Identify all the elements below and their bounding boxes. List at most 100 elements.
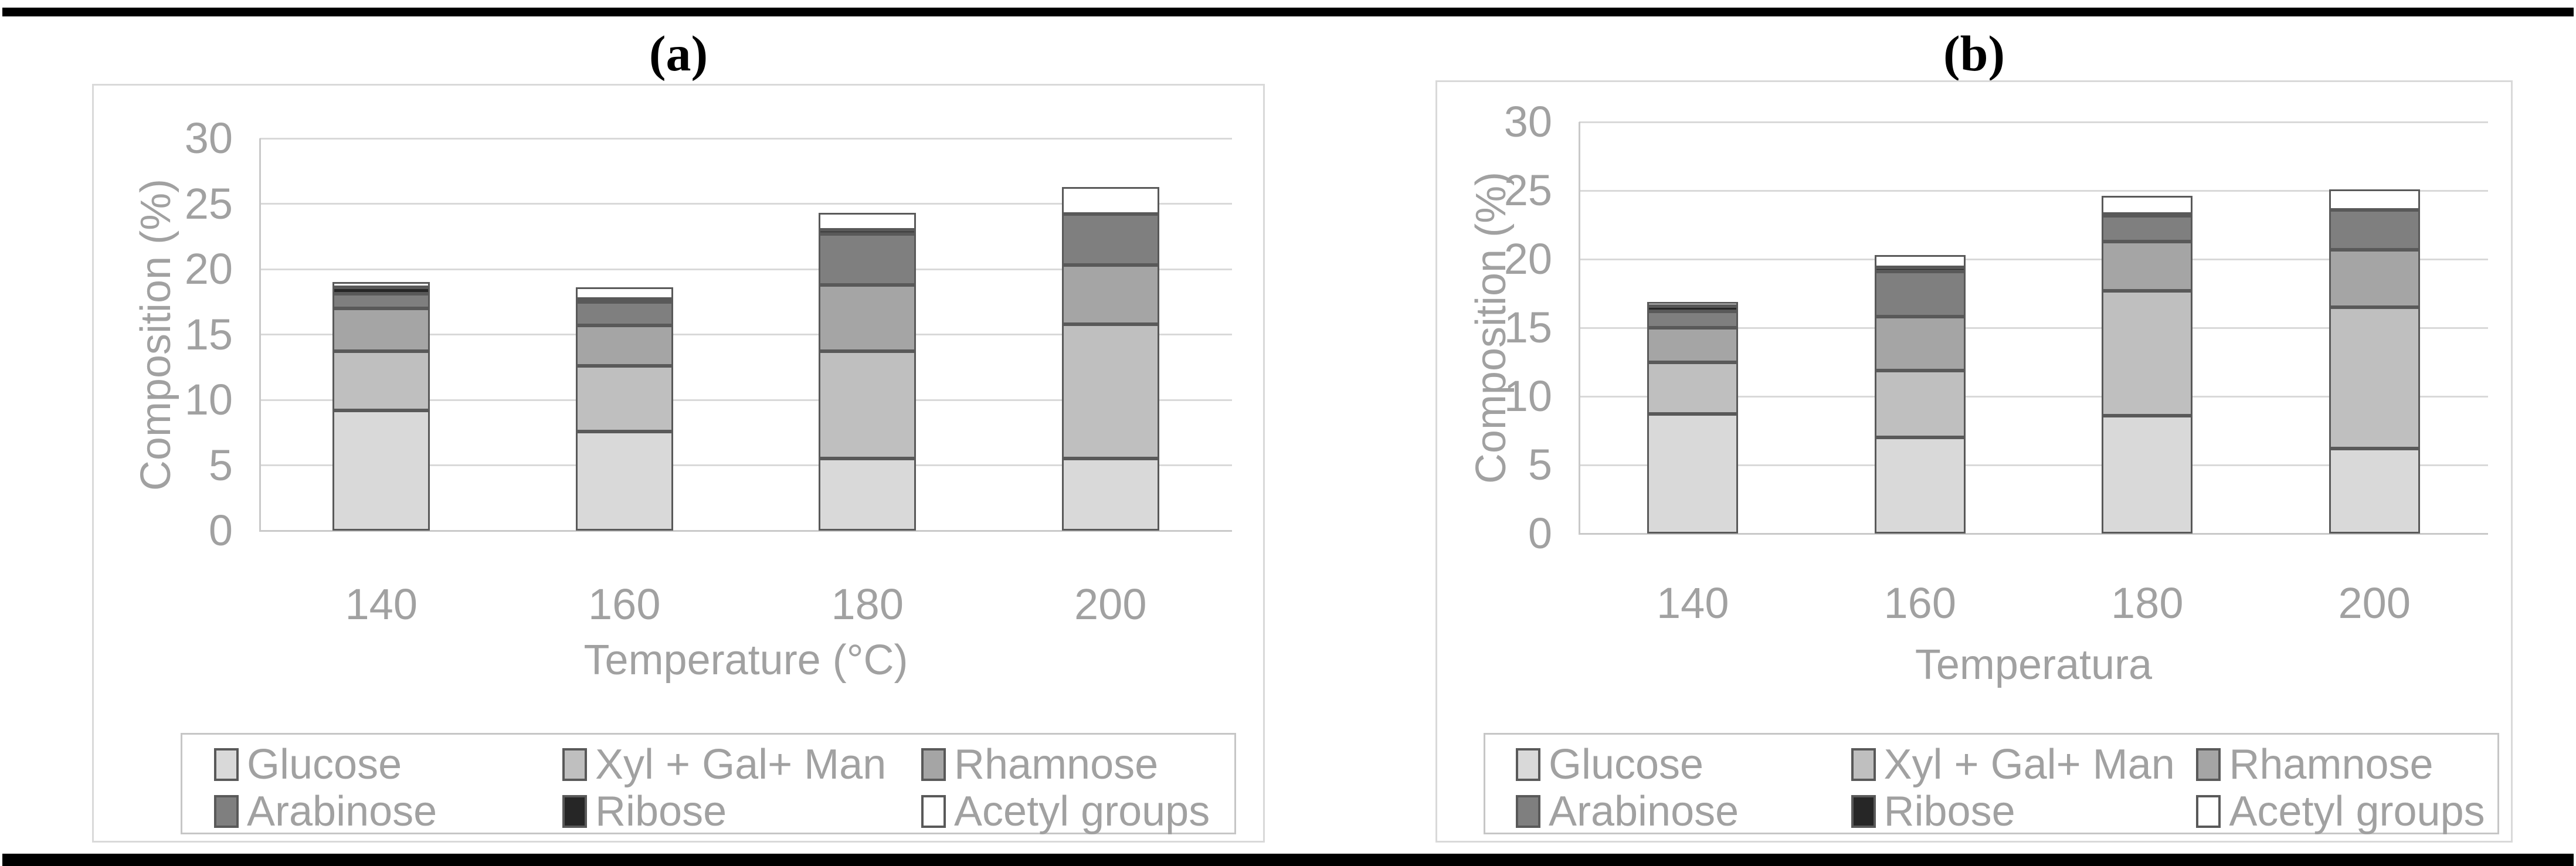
bar-segment-140-acetyl-groups: [332, 282, 430, 288]
legend-swatch-icon: [2196, 748, 2221, 781]
bar-segment-180-acetyl-groups: [819, 213, 917, 230]
legend-label: Rhamnose: [954, 741, 1159, 788]
y-tick-label-0: 0: [1528, 509, 1552, 558]
gridline-y5: [260, 464, 1232, 466]
bar-segment-180-arabinose: [2102, 215, 2193, 242]
bar-segment-140-rhamnose: [332, 308, 430, 352]
bar-segment-160-xyl-gal-man: [1874, 370, 1966, 438]
bar-segment-160-rhamnose: [1874, 317, 1966, 371]
y-tick-label-15: 15: [184, 310, 233, 359]
bar-segment-160-acetyl-groups: [1874, 254, 1966, 268]
bar-segment-180-glucose: [2102, 415, 2193, 534]
x-axis-line: [260, 529, 1232, 532]
gridline-y10: [260, 399, 1232, 401]
bar-segment-140-arabinose: [332, 294, 430, 308]
x-axis-line: [1579, 532, 2488, 535]
gridline-y20: [1579, 258, 2488, 260]
y-tick-label-30: 30: [1503, 97, 1552, 146]
bar-segment-140-arabinose: [1647, 311, 1739, 328]
x-tick-label-160: 160: [1883, 579, 1956, 627]
legend-item-acetyl-groups: Acetyl groups: [921, 788, 1210, 835]
bar-segment-140-acetyl-groups: [1647, 301, 1739, 306]
legend-label: Xyl + Gal+ Man: [1883, 741, 2175, 788]
bar-segment-160-acetyl-groups: [575, 287, 673, 300]
legend: Glucose Xyl + Gal+ Man Rhamnose Arabinose Ri…: [1484, 733, 2499, 834]
legend-swatch-icon: [214, 795, 239, 828]
legend-label: Rhamnose: [2229, 741, 2434, 788]
legend-swatch-icon: [214, 748, 239, 781]
legend-label: Xyl + Gal+ Man: [595, 741, 887, 788]
bar-segment-200-rhamnose: [1061, 265, 1159, 324]
top-rule: [2, 8, 2574, 16]
bar-segment-200-xyl-gal-man: [2329, 307, 2420, 449]
y-tick-label-15: 15: [1503, 303, 1552, 352]
legend-label: Glucose: [1548, 741, 1704, 788]
x-tick-label-140: 140: [1657, 579, 1729, 627]
legend-item-xyl-gal-man: Xyl + Gal+ Man: [562, 741, 887, 788]
legend-item-ribose: Ribose: [1851, 788, 2015, 835]
y-tick-label-30: 30: [184, 114, 233, 162]
bar-segment-180-ribose: [819, 230, 917, 234]
gridline-y25: [1579, 189, 2488, 192]
y-tick-label-20: 20: [184, 244, 233, 293]
legend-label: Ribose: [1883, 788, 2015, 835]
legend-swatch-icon: [921, 748, 946, 781]
bar-segment-200-arabinose: [1061, 214, 1159, 266]
legend-swatch-icon: [2196, 795, 2221, 828]
panel-a-title: (a): [649, 25, 708, 81]
y-tick-label-10: 10: [184, 375, 233, 424]
panel-b-title: (b): [1943, 25, 2005, 81]
legend-item-rhamnose: Rhamnose: [921, 741, 1159, 788]
legend-item-acetyl-groups: Acetyl groups: [2196, 788, 2485, 835]
bar-segment-140-xyl-gal-man: [332, 351, 430, 410]
y-tick-label-5: 5: [1528, 440, 1552, 489]
bar-segment-180-acetyl-groups: [2102, 196, 2193, 214]
bar-segment-200-acetyl-groups: [2329, 189, 2420, 210]
legend-item-glucose: Glucose: [1515, 741, 1704, 788]
legend-item-rhamnose: Rhamnose: [2196, 741, 2434, 788]
x-tick-label-180: 180: [831, 580, 904, 629]
gridline-y30: [260, 137, 1232, 140]
legend-label: Acetyl groups: [954, 788, 1210, 835]
bar-segment-160-glucose: [1874, 437, 1966, 534]
x-tick-label-140: 140: [345, 580, 418, 629]
bar-segment-140-xyl-gal-man: [1647, 362, 1739, 415]
legend-item-arabinose: Arabinose: [214, 790, 437, 833]
bar-segment-160-ribose: [1874, 267, 1966, 272]
chart-a-panel: 0 5 10 15 20 25 30 140 160 180 200 Temperature (°C)…: [92, 84, 1265, 843]
y-axis-line: [259, 138, 261, 532]
bar-segment-180-arabinose: [819, 233, 917, 285]
bar-segment-140-rhamnose: [1647, 328, 1739, 362]
bar-segment-200-arabinose: [2329, 209, 2420, 250]
bar-segment-140-ribose: [332, 287, 430, 294]
bar-segment-180-xyl-gal-man: [2102, 290, 2193, 416]
bar-segment-160-xyl-gal-man: [575, 366, 673, 432]
legend-label: Acetyl groups: [2229, 788, 2485, 835]
bar-segment-200-rhamnose: [2329, 249, 2420, 307]
bar-segment-200-xyl-gal-man: [1061, 324, 1159, 459]
legend: Glucose Xyl + Gal+ Man Rhamnose Arabinose Ri…: [181, 733, 1236, 834]
gridline-y15: [260, 334, 1232, 335]
bar-segment-140-glucose: [1647, 414, 1739, 534]
y-tick-label-20: 20: [1503, 235, 1552, 283]
gridline-y25: [260, 203, 1232, 205]
gridline-y20: [260, 268, 1232, 270]
legend-item-glucose: Glucose: [214, 743, 402, 786]
y-tick-label-5: 5: [208, 440, 233, 490]
legend-item-arabinose: Arabinose: [1515, 790, 1739, 833]
x-axis-title: Temperature (°C): [583, 637, 908, 684]
gridline-y30: [1579, 121, 2488, 123]
y-tick-label-0: 0: [208, 506, 233, 555]
bar-segment-160-ribose: [575, 299, 673, 303]
gridline-y5: [1579, 464, 2488, 466]
x-tick-label-200: 200: [1074, 580, 1147, 629]
bar-segment-180-rhamnose: [819, 284, 917, 352]
legend-swatch-icon: [1515, 795, 1540, 828]
legend-swatch-icon: [562, 748, 587, 781]
chart-b-panel: 0 5 10 15 20 25 30 140 160 180 200 Temperatura Compo…: [1435, 80, 2513, 843]
bar-segment-200-acetyl-groups: [1061, 186, 1159, 215]
bar-segment-180-xyl-gal-man: [819, 351, 917, 459]
legend-item-xyl-gal-man: Xyl + Gal+ Man: [1851, 741, 2175, 788]
bar-segment-180-ribose: [2102, 213, 2193, 218]
